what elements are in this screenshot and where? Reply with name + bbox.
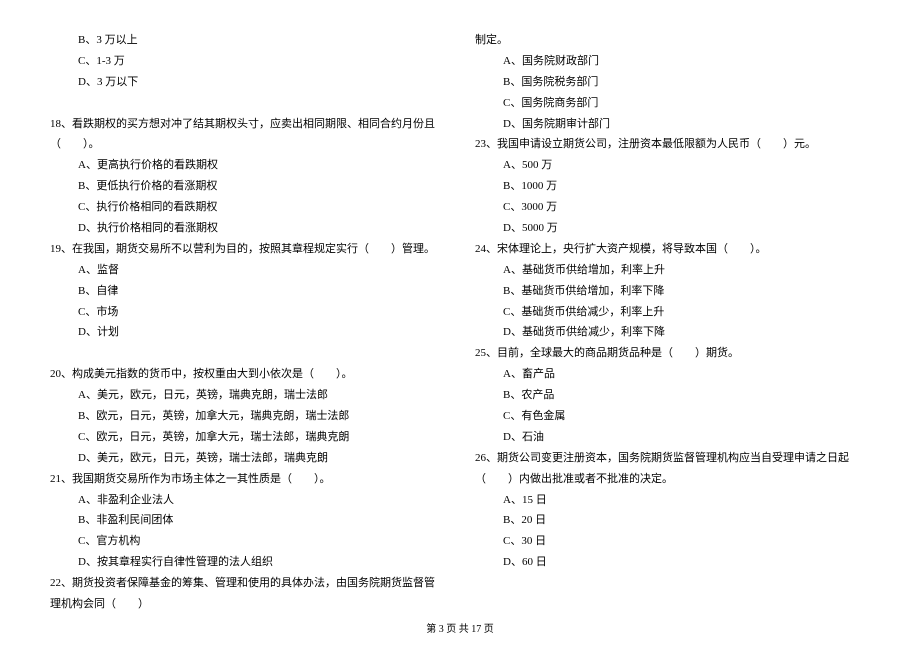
q21-option-c: C、官方机构 [50, 531, 445, 552]
q26-option-d: D、60 日 [475, 552, 870, 573]
q25-text: 25、目前，全球最大的商品期货品种是（ ）期货。 [475, 343, 870, 364]
q19-option-c: C、市场 [50, 302, 445, 323]
q22-option-a: A、国务院财政部门 [475, 51, 870, 72]
page-container: B、3 万以上 C、1-3 万 D、3 万以下 18、看跌期权的买方想对冲了结其… [50, 30, 870, 610]
q17-option-d: D、3 万以下 [50, 72, 445, 93]
q20-option-d: D、美元，欧元，日元，英镑，瑞士法郎，瑞典克朗 [50, 448, 445, 469]
q22-text: 22、期货投资者保障基金的筹集、管理和使用的具体办法，由国务院期货监督管理机构会… [50, 573, 445, 615]
q25-option-b: B、农产品 [475, 385, 870, 406]
q24-option-c: C、基础货币供给减少，利率上升 [475, 302, 870, 323]
q20-option-c: C、欧元，日元，英镑，加拿大元，瑞士法郎，瑞典克朗 [50, 427, 445, 448]
q21-option-a: A、非盈利企业法人 [50, 490, 445, 511]
q19-option-b: B、自律 [50, 281, 445, 302]
q17-option-b: B、3 万以上 [50, 30, 445, 51]
q22-cont: 制定。 [475, 30, 870, 51]
q19-text: 19、在我国，期货交易所不以营利为目的，按照其章程规定实行（ ）管理。 [50, 239, 445, 260]
q17-option-c: C、1-3 万 [50, 51, 445, 72]
q26-option-a: A、15 日 [475, 490, 870, 511]
q19-option-d: D、计划 [50, 322, 445, 343]
q18-option-b: B、更低执行价格的看涨期权 [50, 176, 445, 197]
q18-option-d: D、执行价格相同的看涨期权 [50, 218, 445, 239]
q23-option-d: D、5000 万 [475, 218, 870, 239]
q19-option-a: A、监督 [50, 260, 445, 281]
q24-option-a: A、基础货币供给增加，利率上升 [475, 260, 870, 281]
q22-option-b: B、国务院税务部门 [475, 72, 870, 93]
q21-text: 21、我国期货交易所作为市场主体之一其性质是（ ）。 [50, 469, 445, 490]
q25-option-d: D、石油 [475, 427, 870, 448]
q20-option-a: A、美元，欧元，日元，英镑，瑞典克朗，瑞士法郎 [50, 385, 445, 406]
q26-option-b: B、20 日 [475, 510, 870, 531]
q26-text: 26、期货公司变更注册资本，国务院期货监督管理机构应当自受理申请之日起（ ）内做… [475, 448, 870, 490]
right-column: 制定。 A、国务院财政部门 B、国务院税务部门 C、国务院商务部门 D、国务院期… [475, 30, 870, 610]
q24-option-d: D、基础货币供给减少，利率下降 [475, 322, 870, 343]
q18-option-c: C、执行价格相同的看跌期权 [50, 197, 445, 218]
q20-text: 20、构成美元指数的货币中，按权重由大到小依次是（ ）。 [50, 364, 445, 385]
page-footer: 第 3 页 共 17 页 [0, 620, 920, 635]
q24-option-b: B、基础货币供给增加，利率下降 [475, 281, 870, 302]
left-column: B、3 万以上 C、1-3 万 D、3 万以下 18、看跌期权的买方想对冲了结其… [50, 30, 445, 610]
q18-option-a: A、更高执行价格的看跌期权 [50, 155, 445, 176]
q25-option-a: A、畜产品 [475, 364, 870, 385]
q22-option-d: D、国务院期审计部门 [475, 114, 870, 135]
q23-option-a: A、500 万 [475, 155, 870, 176]
q20-option-b: B、欧元，日元，英镑，加拿大元，瑞典克朗，瑞士法郎 [50, 406, 445, 427]
q24-text: 24、宋体理论上，央行扩大资产规模，将导致本国（ ）。 [475, 239, 870, 260]
q18-text: 18、看跌期权的买方想对冲了结其期权头寸，应卖出相同期限、相同合约月份且（ ）。 [50, 114, 445, 156]
q23-option-b: B、1000 万 [475, 176, 870, 197]
q23-text: 23、我国申请设立期货公司，注册资本最低限额为人民币（ ）元。 [475, 134, 870, 155]
q21-option-d: D、按其章程实行自律性管理的法人组织 [50, 552, 445, 573]
q23-option-c: C、3000 万 [475, 197, 870, 218]
q25-option-c: C、有色金属 [475, 406, 870, 427]
q21-option-b: B、非盈利民间团体 [50, 510, 445, 531]
q22-option-c: C、国务院商务部门 [475, 93, 870, 114]
q26-option-c: C、30 日 [475, 531, 870, 552]
